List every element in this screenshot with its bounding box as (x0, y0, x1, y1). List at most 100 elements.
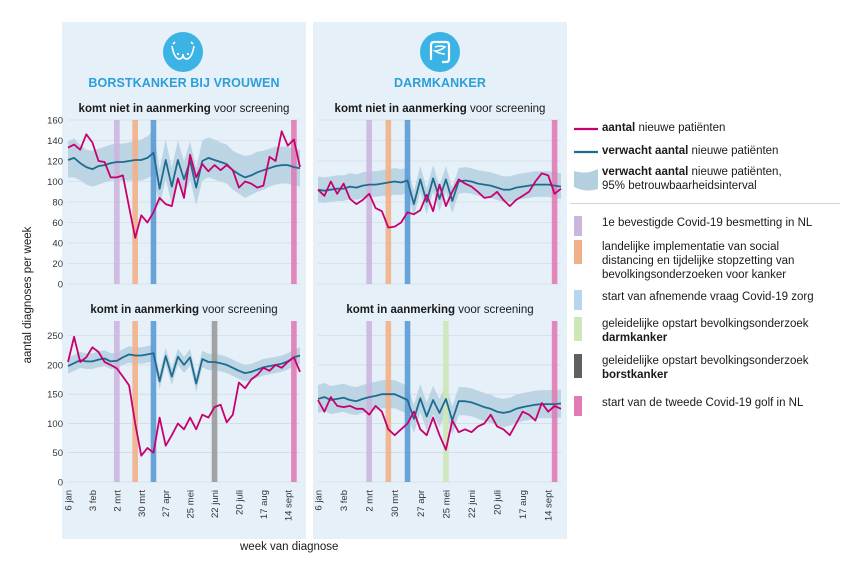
event-bar (211, 321, 218, 482)
subtitle-bold: komt niet in aanmerking (78, 103, 211, 115)
y-tick-label: 140 (47, 136, 63, 147)
x-axis-label: week van diagnose (240, 541, 339, 553)
actual-line (317, 396, 562, 451)
legend-swatch (574, 317, 582, 341)
event-bar (291, 321, 297, 482)
legend-swatch (574, 290, 582, 310)
y-tick-label: 200 (47, 360, 63, 371)
x-tick-label: 14 sept (283, 490, 294, 522)
legend-text: landelijke implementatie van social (602, 241, 780, 253)
x-tick-label: 3 feb (88, 490, 99, 511)
x-tick-label: 3 feb (339, 490, 350, 511)
legend-text: geleidelijke opstart bevolkingsonderzoek (602, 355, 809, 367)
event-bar (150, 321, 157, 482)
legend-swatch (574, 354, 582, 378)
x-tick-label: 27 apr (416, 490, 427, 517)
actual-line (317, 172, 562, 229)
y-tick-label: 120 (47, 157, 63, 168)
y-tick-label: 40 (52, 239, 63, 250)
y-tick-label: 100 (47, 419, 63, 430)
legend-bold: verwacht aantal (602, 166, 689, 178)
legend-text: 1e bevestigde Covid-19 besmetting in NL (602, 217, 813, 229)
y-tick-label: 0 (58, 280, 63, 291)
x-tick-label: 2 mrt (365, 490, 376, 512)
legend-text-3: bevolkingsonderzoeken voor kanker (602, 269, 787, 281)
legend-rest-line2: 95% betrouwbaarheidsinterval (602, 180, 757, 192)
actual-line (67, 335, 301, 457)
actual-line (67, 130, 301, 239)
y-tick-label: 60 (52, 218, 63, 229)
event-bar (291, 120, 297, 284)
expected-line (317, 393, 562, 422)
panel-subtitle: komt niet in aanmerking voor screening (313, 103, 567, 115)
legend-line-actual (574, 127, 598, 131)
column-title-breast: BORSTKANKER BIJ VROUWEN (88, 76, 280, 90)
event-bar (114, 321, 120, 482)
legend-rest: nieuwe patiënten, (688, 166, 782, 178)
confidence-band (318, 380, 561, 435)
x-tick-label: 22 juni (210, 490, 221, 518)
subtitle-rest: voor screening (210, 103, 290, 115)
legend-text-2: distancing en tijdelijke stopzetting van (602, 255, 795, 267)
legend-swatch (574, 240, 582, 264)
confidence-band (318, 165, 561, 217)
x-tick-label: 17 aug (259, 490, 270, 519)
x-tick-label: 27 apr (161, 490, 172, 517)
event-bar (366, 321, 372, 482)
x-tick-label: 6 jan (314, 490, 325, 511)
x-tick-label: 2 mrt (112, 490, 123, 512)
event-bar (551, 321, 558, 482)
expected-line (67, 352, 301, 385)
x-tick-label: 6 jan (64, 490, 75, 511)
x-tick-label: 17 aug (518, 490, 529, 519)
legend-swatch (574, 396, 582, 416)
x-tick-label: 30 mrt (137, 490, 148, 517)
legend-text-bold: darmkanker (602, 332, 668, 344)
legend-bold: verwacht aantal (602, 145, 689, 157)
legend-separator (570, 203, 840, 204)
x-tick-label: 25 mei (441, 490, 452, 519)
y-tick-label: 80 (52, 198, 63, 209)
legend-text: start van de tweede Covid-19 golf in NL (602, 397, 804, 409)
subtitle-rest: voor screening (455, 304, 534, 316)
y-tick-label: 20 (52, 259, 63, 270)
legend-rest: nieuwe patiënten (688, 145, 779, 157)
subtitle-rest: voor screening (466, 103, 546, 115)
column-title-colon: DARMKANKER (394, 76, 486, 90)
legend-text-bold: borstkanker (602, 369, 668, 381)
panel-subtitle: komt in aanmerking voor screening (313, 304, 567, 316)
event-bar (132, 120, 138, 284)
intestine-icon (420, 32, 460, 72)
event-bar (366, 120, 372, 284)
panel-subtitle: komt niet in aanmerking voor screening (62, 103, 306, 115)
confidence-band (68, 130, 300, 207)
y-tick-label: 50 (52, 448, 63, 459)
legend-text: start van afnemende vraag Covid-19 zorg (602, 291, 814, 303)
legend-text: geleidelijke opstart bevolkingsonderzoek (602, 318, 809, 330)
subtitle-bold: komt niet in aanmerking (334, 103, 467, 115)
breast-icon (163, 32, 203, 72)
legend-rest: nieuwe patiënten (635, 122, 726, 134)
legend-swatch (574, 216, 582, 236)
event-bar (385, 321, 392, 482)
event-bar (150, 120, 157, 284)
subtitle-rest: voor screening (199, 304, 278, 316)
event-bar (385, 120, 392, 284)
x-tick-label: 14 sept (544, 490, 555, 522)
event-bar (551, 120, 558, 284)
y-tick-label: 0 (58, 478, 63, 489)
event-bar (404, 120, 411, 284)
panel-subtitle: komt in aanmerking voor screening (62, 304, 306, 316)
legend-line-expected (574, 150, 598, 154)
y-tick-label: 150 (47, 390, 63, 401)
x-tick-label: 25 mei (186, 490, 197, 519)
y-tick-label: 160 (47, 116, 63, 127)
x-tick-label: 20 juli (234, 490, 245, 515)
legend-band-interval (574, 169, 598, 191)
subtitle-bold: komt in aanmerking (346, 304, 455, 316)
event-bar (132, 321, 138, 482)
x-tick-label: 22 juni (467, 490, 478, 518)
legend-bold: aantal (602, 122, 636, 134)
x-tick-label: 30 mrt (390, 490, 401, 517)
